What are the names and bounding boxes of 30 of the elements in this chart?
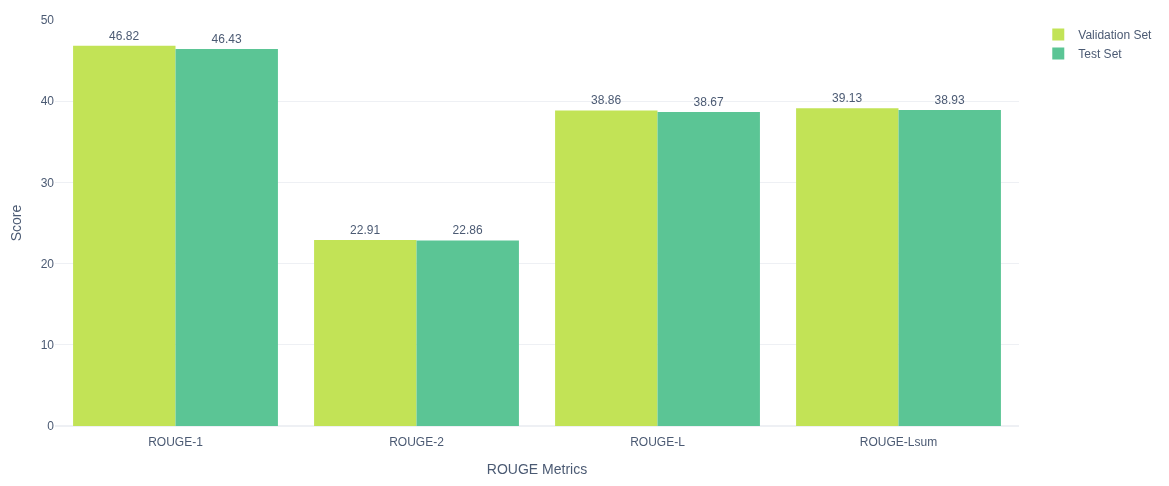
data-label: 38.93 bbox=[934, 92, 965, 107]
x-tick-label: ROUGE-2 bbox=[389, 435, 445, 450]
x-tick-label: ROUGE-Lsum bbox=[859, 435, 938, 450]
y-tick-label: 30 bbox=[40, 175, 55, 190]
bar bbox=[314, 239, 417, 426]
bar bbox=[796, 108, 899, 426]
bar bbox=[657, 112, 760, 426]
legend-label: Validation Set bbox=[1078, 28, 1153, 43]
legend-label: Test Set bbox=[1078, 47, 1123, 62]
data-label: 38.86 bbox=[591, 93, 622, 108]
bar bbox=[555, 110, 658, 426]
data-label: 46.82 bbox=[109, 28, 140, 43]
bar bbox=[898, 109, 1001, 426]
data-label: 22.91 bbox=[350, 222, 381, 237]
y-tick-label: 40 bbox=[40, 94, 55, 109]
y-tick-label: 50 bbox=[40, 13, 55, 28]
bar bbox=[73, 45, 176, 426]
y-axis-title: Score bbox=[8, 204, 25, 242]
y-tick-label: 20 bbox=[40, 256, 55, 271]
x-tick-label: ROUGE-1 bbox=[148, 435, 204, 450]
x-tick-label: ROUGE-L bbox=[630, 435, 686, 450]
data-label: 38.67 bbox=[693, 95, 724, 109]
data-label: 22.86 bbox=[452, 223, 483, 238]
y-tick-label: 0 bbox=[47, 419, 55, 434]
bar bbox=[416, 240, 519, 426]
bar bbox=[175, 48, 278, 426]
data-label: 46.43 bbox=[211, 31, 242, 46]
x-axis-title: ROUGE Metrics bbox=[486, 460, 588, 477]
data-label: 39.13 bbox=[832, 91, 863, 106]
y-tick-label: 10 bbox=[40, 338, 55, 352]
